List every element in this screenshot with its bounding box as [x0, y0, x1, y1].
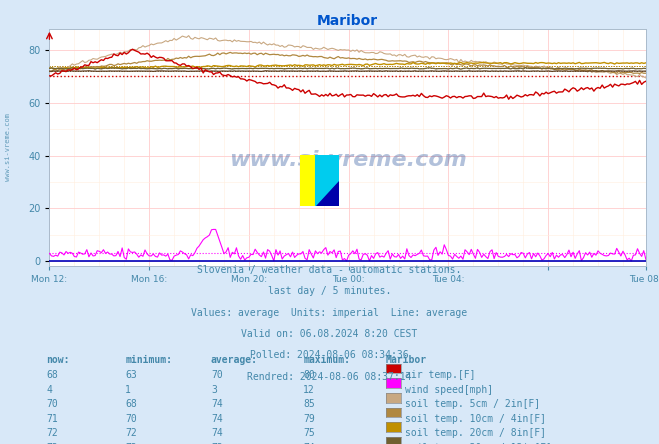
- Text: now:: now:: [46, 355, 70, 365]
- Text: 72: 72: [46, 428, 58, 439]
- Text: 85: 85: [303, 399, 315, 409]
- Text: 70: 70: [125, 414, 137, 424]
- Text: air temp.[F]: air temp.[F]: [405, 370, 476, 380]
- Text: www.si-vreme.com: www.si-vreme.com: [5, 112, 11, 181]
- Text: 1: 1: [125, 385, 131, 395]
- Text: 12: 12: [303, 385, 315, 395]
- Polygon shape: [316, 155, 339, 206]
- Polygon shape: [316, 155, 339, 206]
- Text: Slovenia / weather data - automatic stations.: Slovenia / weather data - automatic stat…: [197, 265, 462, 275]
- Text: minimum:: minimum:: [125, 355, 172, 365]
- Text: Valid on: 06.08.2024 8:20 CEST: Valid on: 06.08.2024 8:20 CEST: [241, 329, 418, 339]
- Text: last day / 5 minutes.: last day / 5 minutes.: [268, 286, 391, 297]
- Text: Polled: 2024-08-06 08:34:36: Polled: 2024-08-06 08:34:36: [250, 350, 409, 361]
- Text: soil temp. 5cm / 2in[F]: soil temp. 5cm / 2in[F]: [405, 399, 540, 409]
- Text: wind speed[mph]: wind speed[mph]: [405, 385, 494, 395]
- Text: 75: 75: [303, 428, 315, 439]
- Text: 73: 73: [46, 443, 58, 444]
- Text: 4: 4: [46, 385, 52, 395]
- Text: 71: 71: [46, 414, 58, 424]
- Text: Maribor: Maribor: [386, 355, 426, 365]
- Text: 74: 74: [211, 428, 223, 439]
- Text: 74: 74: [211, 399, 223, 409]
- Text: 73: 73: [211, 443, 223, 444]
- Text: 70: 70: [211, 370, 223, 380]
- Text: 70: 70: [46, 399, 58, 409]
- Text: soil temp. 20cm / 8in[F]: soil temp. 20cm / 8in[F]: [405, 428, 546, 439]
- Text: soil temp. 10cm / 4in[F]: soil temp. 10cm / 4in[F]: [405, 414, 546, 424]
- Text: 80: 80: [303, 370, 315, 380]
- Text: 3: 3: [211, 385, 217, 395]
- Text: maximum:: maximum:: [303, 355, 350, 365]
- Text: 74: 74: [211, 414, 223, 424]
- Text: 63: 63: [125, 370, 137, 380]
- Text: 72: 72: [125, 443, 137, 444]
- Text: 74: 74: [303, 443, 315, 444]
- Title: Maribor: Maribor: [317, 14, 378, 28]
- Text: 79: 79: [303, 414, 315, 424]
- Text: average:: average:: [211, 355, 258, 365]
- Polygon shape: [300, 155, 316, 206]
- Text: www.si-vreme.com: www.si-vreme.com: [229, 150, 467, 170]
- Polygon shape: [316, 181, 339, 206]
- Text: 68: 68: [46, 370, 58, 380]
- Text: soil temp. 30cm / 12in[F]: soil temp. 30cm / 12in[F]: [405, 443, 552, 444]
- Text: Values: average  Units: imperial  Line: average: Values: average Units: imperial Line: av…: [191, 308, 468, 318]
- Text: 68: 68: [125, 399, 137, 409]
- Text: Rendred: 2024-08-06 08:37:14: Rendred: 2024-08-06 08:37:14: [247, 372, 412, 382]
- Text: 72: 72: [125, 428, 137, 439]
